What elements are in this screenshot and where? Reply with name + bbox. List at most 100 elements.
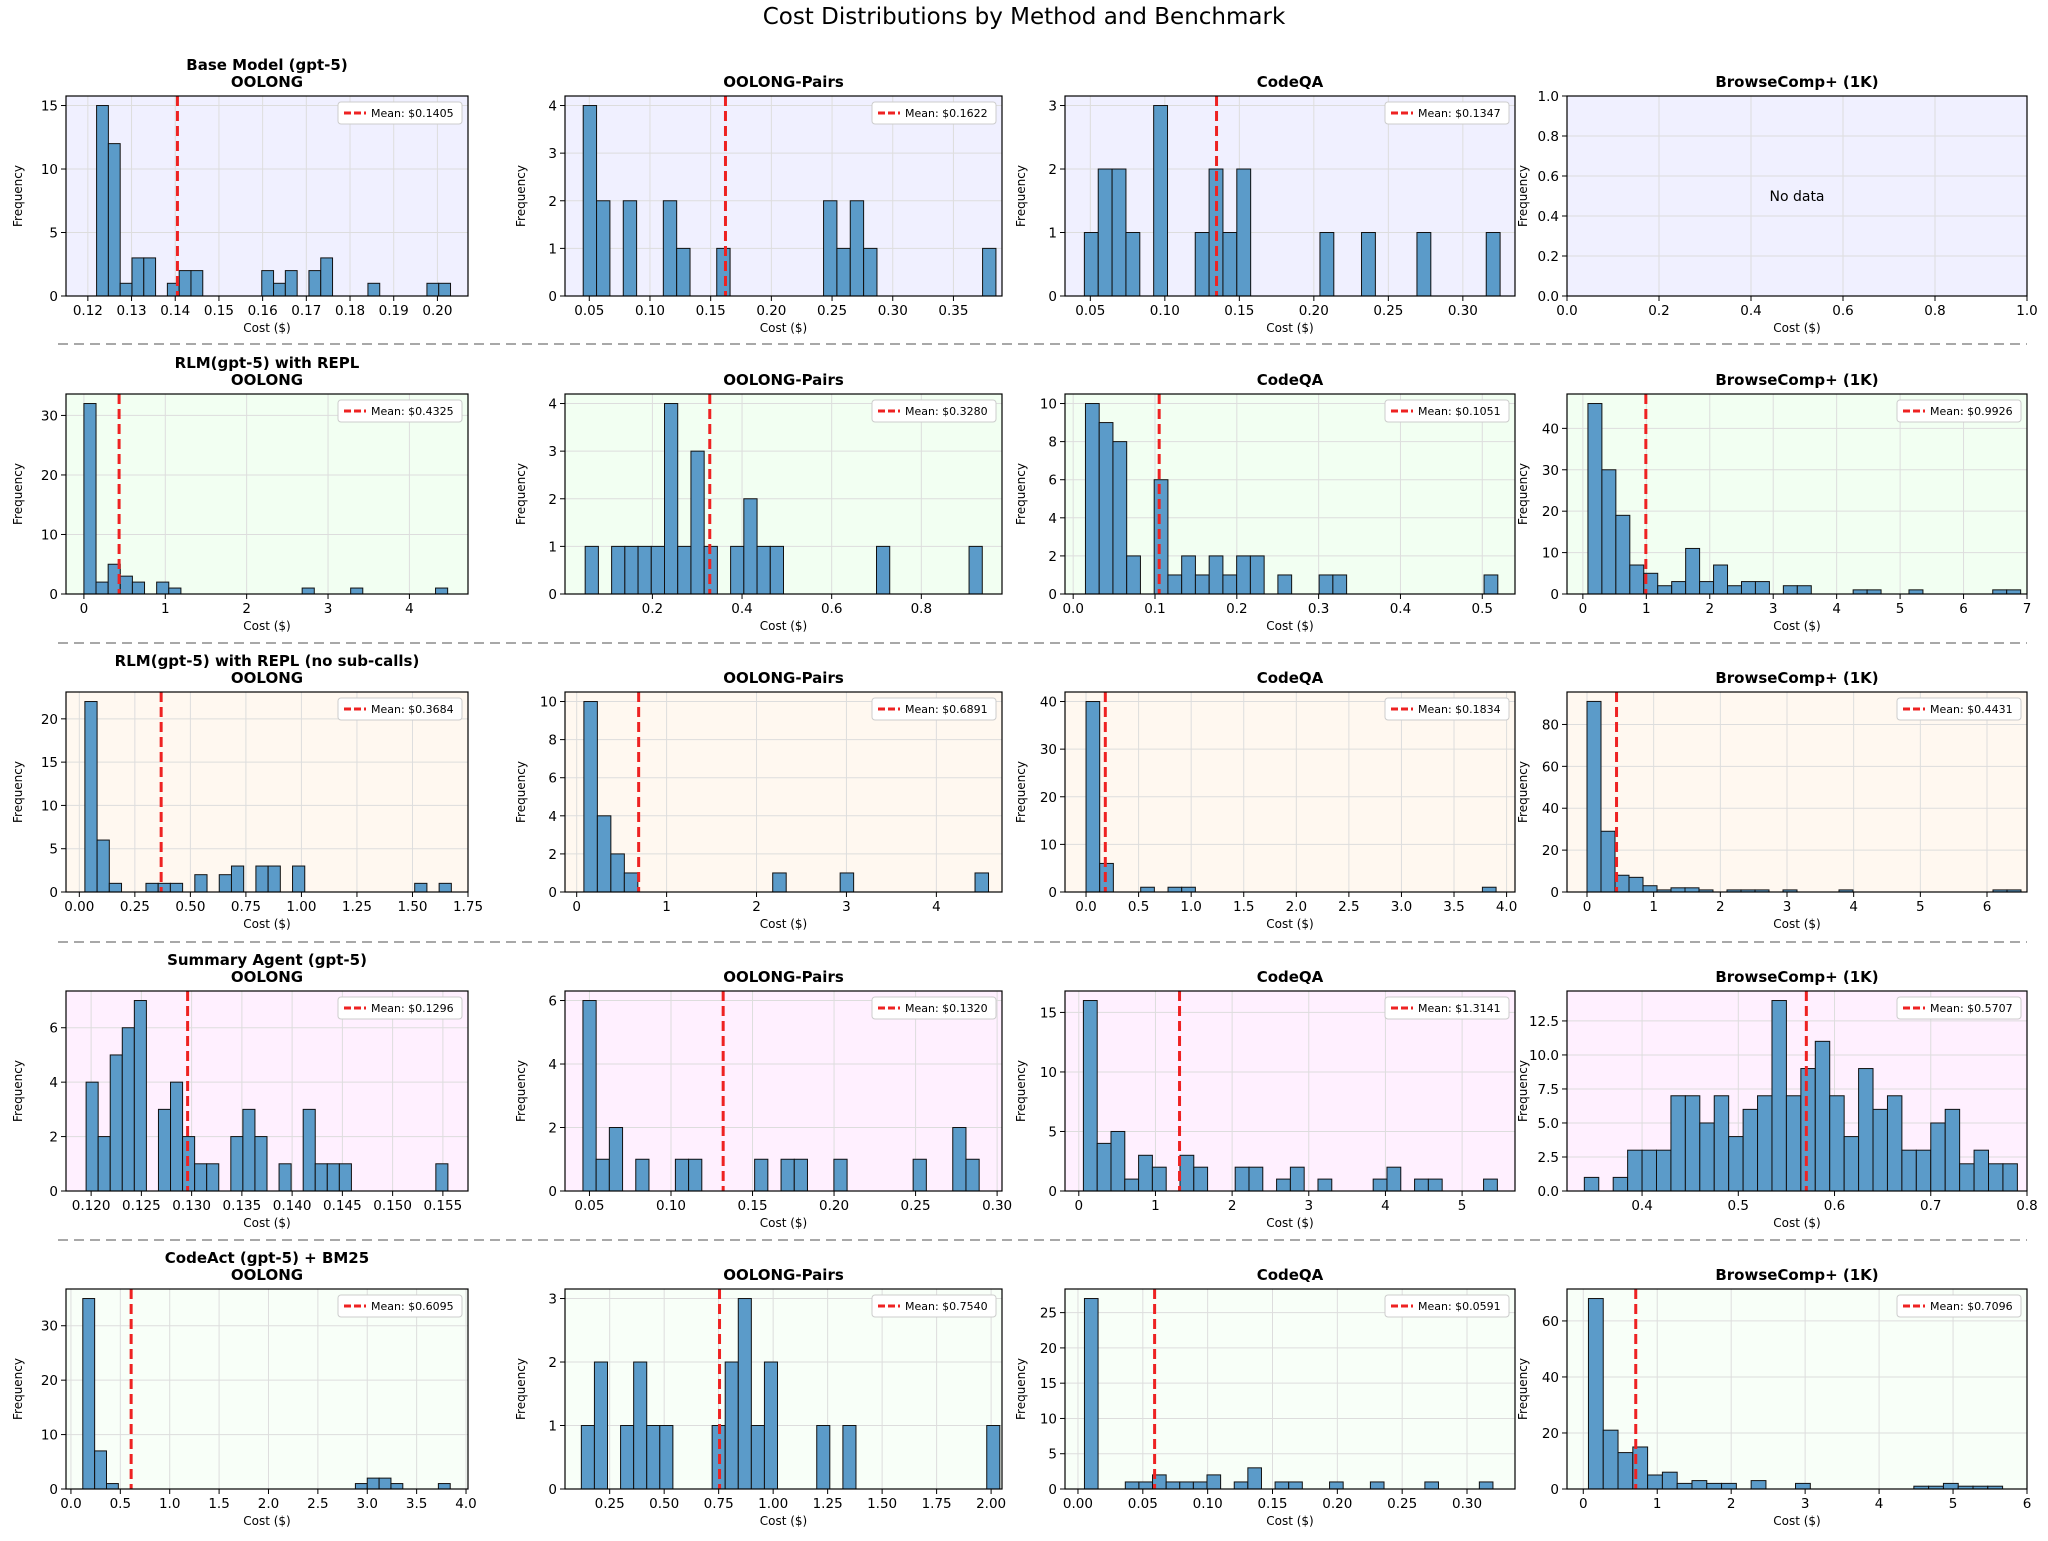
histogram-bar (133, 1000, 147, 1192)
histogram-bar (1642, 885, 1658, 893)
x-tick-label: 4.0 (1496, 899, 1517, 915)
x-tick-label: 0.10 (1150, 303, 1180, 319)
x-tick-label: 4 (1832, 601, 1841, 617)
x-tick-label: 0.30 (1452, 1496, 1482, 1512)
histogram-bar (1179, 1481, 1194, 1490)
histogram-bar (756, 545, 771, 595)
histogram-bar (168, 587, 182, 595)
histogram-bar (326, 1163, 340, 1192)
x-tick-label: 0.150 (373, 1198, 412, 1214)
histogram-bar (218, 874, 232, 893)
histogram-bar (1641, 1149, 1657, 1192)
histogram-bar (1083, 1298, 1099, 1490)
histogram-bar (688, 1158, 703, 1192)
y-tick-label: 2.5 (1538, 1150, 1559, 1166)
histogram-bar (96, 839, 110, 893)
x-tick-label: 0.6 (1824, 1198, 1845, 1214)
legend-mean-label: Mean: $0.1296 (371, 1002, 454, 1015)
y-axis-label: Frequency (514, 165, 528, 227)
histogram-bar (108, 882, 123, 893)
subplot-1-2: Mean: $0.1622 0.05 0.10 0.15 0.20 0.25 0.30 0.3… (514, 73, 1003, 335)
histogram-bar (633, 1361, 648, 1490)
legend-box (1384, 399, 1510, 423)
subplot-5-1: Mean: $0.6095 0.0 0.5 1.0 1.5 2.0 2.5 3.0 3.5 4.0… (11, 1249, 477, 1528)
histogram-bar (635, 1158, 650, 1192)
histogram-bar (1728, 1136, 1744, 1192)
histogram-bar (1691, 1480, 1708, 1490)
histogram-bar (1684, 887, 1700, 893)
x-tick-label: 0.15 (737, 1198, 767, 1214)
histogram-bar (1478, 1481, 1494, 1490)
y-tick-label: 0 (1048, 1482, 1057, 1498)
x-tick-label: 4 (405, 601, 414, 617)
y-tick-label: 60 (1542, 1314, 1559, 1330)
x-tick-label: 1.75 (453, 899, 483, 915)
histogram-bar (580, 1425, 595, 1490)
histogram-bar (842, 1425, 857, 1490)
y-axis-label: Frequency (514, 1060, 528, 1122)
histogram-bar (1627, 1149, 1643, 1192)
x-tick-label: 0 (1583, 899, 1592, 915)
benchmark-title: BrowseComp+ (1K) (1715, 669, 1878, 687)
x-tick-label: 3.0 (1391, 899, 1412, 915)
figure-title: Cost Distributions by Method and Benchma… (762, 4, 1286, 30)
x-tick-label: 0.0 (60, 1496, 81, 1512)
histogram-bar (1583, 1176, 1600, 1192)
axes-frame (1064, 990, 1516, 1192)
y-axis-label: Frequency (1516, 1358, 1530, 1420)
histogram-bar (1901, 1149, 1917, 1192)
histogram-bar (1112, 441, 1128, 595)
plot-background (565, 991, 1002, 1191)
histogram-bar (1414, 1178, 1429, 1192)
x-axis-label: Cost ($) (243, 619, 291, 633)
axes-frame (1064, 393, 1516, 595)
benchmark-title: BrowseComp+ (1K) (1715, 968, 1878, 986)
y-tick-label: 10 (41, 527, 58, 543)
x-tick-label: 1.0 (1180, 899, 1201, 915)
y-tick-label: 2 (548, 492, 557, 508)
x-axis-label: Cost ($) (1773, 1514, 1821, 1528)
histogram-bar (1274, 1481, 1290, 1490)
y-tick-label: 0 (1550, 1482, 1559, 1498)
x-tick-label: 2.0 (1286, 899, 1307, 915)
legend-mean-label: Mean: $0.3684 (371, 703, 454, 716)
histogram-bar (1138, 1154, 1153, 1192)
histogram-bar (1361, 232, 1376, 297)
y-tick-label: 6 (49, 1021, 58, 1037)
y-tick-label: 10 (41, 162, 58, 178)
x-tick-label: 0.0 (1062, 601, 1083, 617)
subplot-1-1: Mean: $0.1405 0.12 0.13 0.14 0.15 0.16 0.17 0.1… (11, 56, 469, 335)
histogram-bar (254, 1136, 268, 1192)
x-tick-label: 0.15 (1257, 1496, 1287, 1512)
legend-box (1896, 697, 2022, 721)
histogram-bar (1111, 168, 1127, 297)
x-axis-label: Cost ($) (760, 1216, 808, 1230)
x-tick-label: 1.0 (159, 1496, 180, 1512)
histogram-bar (622, 200, 638, 297)
histogram-bar (596, 200, 611, 297)
histogram-bar (131, 581, 146, 595)
histogram-bar (301, 587, 315, 595)
y-tick-label: 4 (548, 99, 557, 115)
y-tick-label: 6 (1048, 473, 1057, 489)
benchmark-title: OOLONG (231, 73, 303, 91)
x-tick-label: 2.5 (307, 1496, 328, 1512)
y-tick-label: 40 (1542, 421, 1559, 437)
histogram-bar (986, 1425, 1001, 1490)
histogram-bar (1872, 1108, 1888, 1192)
plot-background (565, 96, 1002, 296)
x-tick-label: 1.50 (867, 1496, 897, 1512)
y-tick-label: 15 (1040, 1005, 1057, 1021)
y-tick-label: 20 (1542, 1426, 1559, 1442)
x-tick-label: 0.18 (335, 303, 365, 319)
x-tick-label: 0.10 (635, 303, 665, 319)
legend-box (1896, 399, 2022, 423)
x-tick-label: 0.2 (1648, 303, 1669, 319)
y-tick-label: 60 (1542, 759, 1559, 775)
histogram-bar (1098, 422, 1114, 595)
y-tick-label: 2 (1048, 549, 1057, 565)
histogram-bar (367, 282, 381, 297)
histogram-bar (1988, 1163, 2004, 1192)
x-tick-label: 2 (1727, 1496, 1736, 1512)
